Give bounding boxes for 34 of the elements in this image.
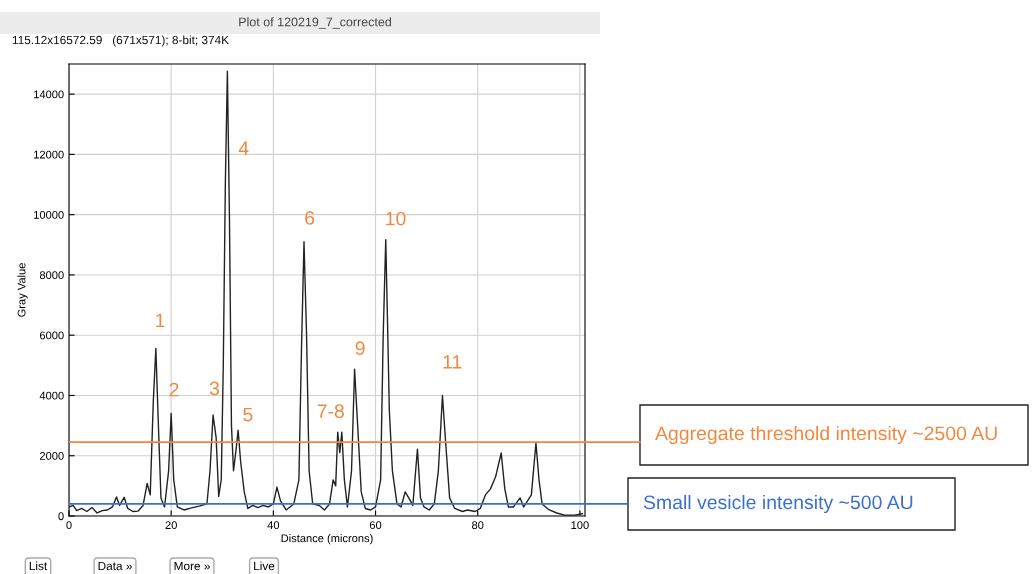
y-tick-label: 4000 bbox=[39, 391, 64, 400]
annotation: 2 bbox=[169, 382, 179, 397]
x-tick-label: 40 bbox=[267, 521, 280, 530]
x-tick-label: 60 bbox=[369, 521, 382, 530]
annotation: 6 bbox=[305, 211, 315, 225]
y-tick-label: 8000 bbox=[39, 271, 64, 280]
annotation: 1 bbox=[156, 313, 165, 328]
text: List bbox=[29, 561, 48, 571]
x-tick-label: 80 bbox=[472, 521, 484, 530]
annotation: 7-8 bbox=[317, 404, 344, 418]
y-tick-label: 0 bbox=[58, 512, 64, 521]
x-tick-label: 100 bbox=[571, 521, 589, 530]
annotation: 5 bbox=[243, 407, 253, 422]
annotation: 11 bbox=[443, 355, 462, 369]
y-axis-title: Gray Value bbox=[17, 263, 28, 317]
y-tick-label: 10000 bbox=[34, 210, 64, 219]
annotation: 3 bbox=[209, 381, 220, 396]
x-tick-label: 0 bbox=[66, 521, 72, 530]
y-tick-label: 2000 bbox=[39, 452, 64, 460]
x-tick-label: 20 bbox=[165, 521, 177, 530]
text: Data » bbox=[98, 561, 132, 571]
y-tick-label: 6000 bbox=[39, 331, 64, 340]
x-axis-title: Distance (microns) bbox=[281, 534, 373, 545]
ref-line-label: Aggregate threshold intensity ~2500 AU bbox=[655, 425, 997, 445]
text: More » bbox=[174, 561, 210, 571]
annotation: 10 bbox=[386, 211, 406, 226]
chart-title: Plot of 120219_7_corrected bbox=[239, 17, 391, 29]
annotation: 4 bbox=[238, 141, 249, 155]
y-tick-label: 12000 bbox=[34, 150, 64, 159]
y-tick-label: 14000 bbox=[34, 90, 64, 99]
text: Live bbox=[254, 561, 275, 571]
ref-line-label: Small vesicle intensity ~500 AU bbox=[643, 494, 913, 514]
chart-subtitle: 115.12x16572.59 (671x571); 8-bit; 374K bbox=[12, 35, 229, 47]
annotation: 9 bbox=[355, 341, 365, 356]
